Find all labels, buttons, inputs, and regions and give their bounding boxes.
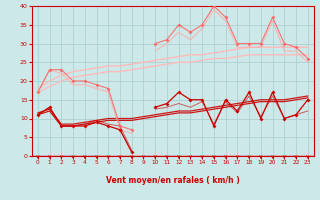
X-axis label: Vent moyen/en rafales ( km/h ): Vent moyen/en rafales ( km/h ) (106, 176, 240, 185)
